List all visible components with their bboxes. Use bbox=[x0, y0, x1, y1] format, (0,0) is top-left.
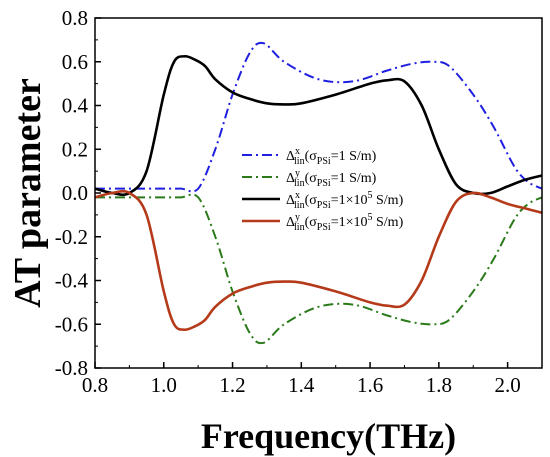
y-tick-label: 0.0 bbox=[62, 181, 88, 205]
y-tick-label: -0.8 bbox=[55, 356, 88, 380]
y-tick-label: 0.6 bbox=[62, 50, 88, 74]
y-tick-label: -0.6 bbox=[55, 312, 88, 336]
legend-label-part: y bbox=[295, 168, 300, 179]
legend-paren-open: (σ bbox=[305, 171, 318, 186]
legend-label-part: 5 bbox=[368, 212, 373, 223]
legend-label-part: y bbox=[295, 212, 300, 223]
x-axis-title: Frequency(THz) bbox=[201, 416, 456, 456]
y-tick-label: -0.2 bbox=[55, 225, 88, 249]
legend-label-part: lin bbox=[294, 200, 305, 211]
ticks-layer: 0.8 1.0 1.2 1.4 1.6 1.8 2.0 0.8 0.6 0.4 0.2 0.0 -0.2… bbox=[55, 6, 521, 397]
legend-label-part: PSi bbox=[317, 156, 331, 167]
legend-label-part: =1×10 bbox=[331, 215, 368, 230]
series-layer bbox=[94, 41, 543, 345]
x-tick-label: 1.8 bbox=[426, 373, 452, 397]
legend-label-part: =1 S/m bbox=[331, 149, 372, 164]
legend-label: Δy lin(σPSi=1 S/m) bbox=[286, 168, 377, 189]
legend-label-part: Δ bbox=[286, 215, 295, 230]
legend-label-part: Δ bbox=[286, 193, 295, 208]
legend-label-part: =1×10 bbox=[331, 193, 368, 208]
y-tick-label: 0.8 bbox=[62, 6, 88, 30]
x-tick-label: 1.0 bbox=[151, 373, 177, 397]
legend-label-part: PSi bbox=[317, 178, 331, 189]
legend-paren-open: (σ bbox=[305, 215, 318, 230]
y-tick-label: -0.4 bbox=[55, 269, 89, 293]
y-tick-label: 0.4 bbox=[62, 94, 89, 118]
series-delta-x-high bbox=[94, 54, 543, 197]
x-tick-label: 1.4 bbox=[288, 373, 315, 397]
legend-label: Δy lin(σPSi=1×105 S/m) bbox=[286, 212, 404, 233]
y-tick-label: 0.2 bbox=[62, 137, 88, 161]
plot-frame bbox=[94, 17, 543, 369]
series-delta-x-low bbox=[95, 41, 543, 193]
legend-label-part: S/m bbox=[373, 215, 399, 230]
legend-label-part: S/m bbox=[373, 193, 399, 208]
legend-label-part: lin bbox=[294, 156, 305, 167]
legend-label-part: =1 S/m bbox=[331, 171, 372, 186]
legend-label-part: lin bbox=[294, 178, 305, 189]
legend-paren-close: ) bbox=[372, 171, 377, 186]
series-delta-y-high bbox=[94, 189, 543, 332]
legend-paren-close: ) bbox=[372, 149, 377, 164]
legend-paren-close: ) bbox=[399, 215, 404, 230]
legend-label-part: PSi bbox=[317, 200, 331, 211]
x-tick-label: 0.8 bbox=[82, 373, 108, 397]
legend-label: Δx lin(σPSi=1×105 S/m) bbox=[286, 190, 404, 211]
legend-label-part: PSi bbox=[317, 222, 331, 233]
x-tick-label: 1.2 bbox=[219, 373, 245, 397]
x-tick-label: 2.0 bbox=[494, 373, 520, 397]
legend: Δx lin(σPSi=1 S/m)Δy lin(σPSi=1 S/m)Δx lin(… bbox=[242, 146, 404, 233]
legend-label: Δx lin(σPSi=1 S/m) bbox=[286, 146, 377, 167]
legend-label-part: Δ bbox=[286, 171, 295, 186]
legend-label-part: x bbox=[295, 146, 300, 157]
legend-paren-open: (σ bbox=[305, 193, 318, 208]
legend-label-part: x bbox=[295, 190, 300, 201]
legend-label-part: 5 bbox=[368, 190, 373, 201]
legend-paren-open: (σ bbox=[305, 149, 318, 164]
y-axis-title: AT parameter bbox=[7, 78, 49, 308]
legend-label-part: Δ bbox=[286, 149, 295, 164]
series-delta-y-low bbox=[95, 193, 543, 345]
legend-label-part: lin bbox=[294, 222, 305, 233]
legend-paren-close: ) bbox=[399, 193, 404, 208]
x-tick-label: 1.6 bbox=[357, 373, 383, 397]
